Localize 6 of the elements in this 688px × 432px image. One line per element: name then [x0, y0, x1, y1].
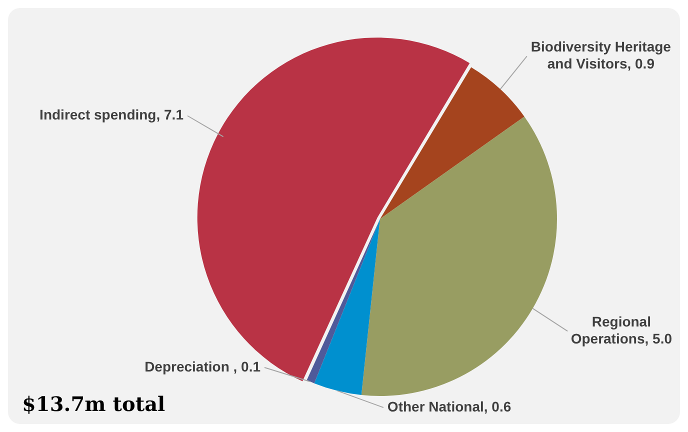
slice-label: Biodiversity Heritage and Visitors, 0.9 [530, 38, 672, 72]
slice-label: Other National, 0.6 [387, 398, 512, 414]
text: $13.7m total [22, 392, 166, 416]
slice-label: Depreciation , 0.1 [144, 358, 261, 374]
slice-label: Indirect spending, 7.1 [40, 106, 184, 123]
slice-label: Regional Operations, 5.0 [570, 314, 672, 347]
